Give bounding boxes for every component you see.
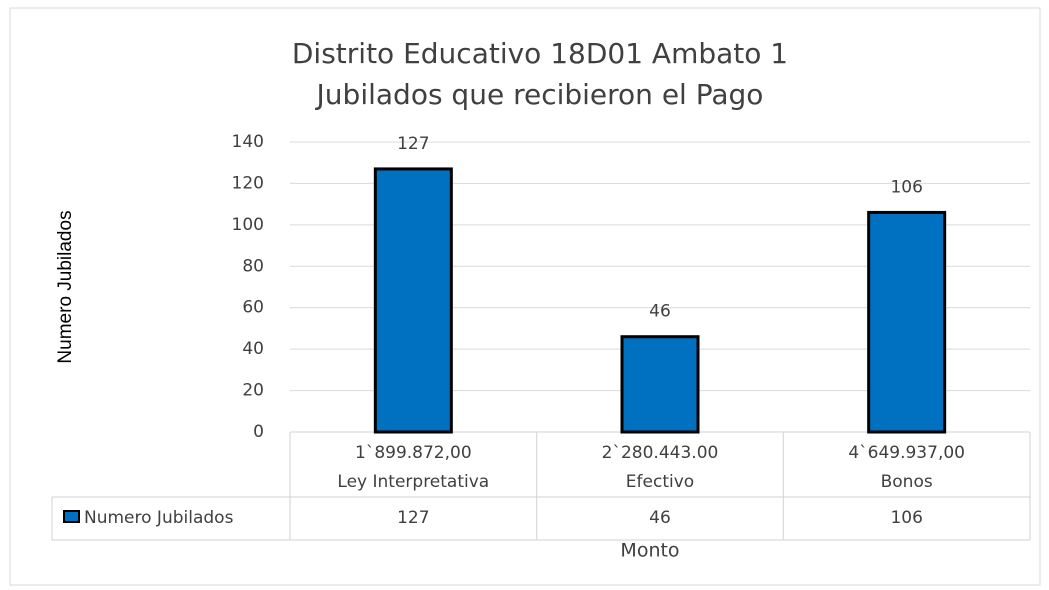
y-tick-label: 80 <box>242 256 264 276</box>
bar <box>620 335 700 434</box>
y-tick-label: 40 <box>242 339 264 359</box>
y-tick-label: 140 <box>232 132 264 152</box>
bar <box>867 210 947 434</box>
table-value: 127 <box>397 508 429 528</box>
y-tick-label: 20 <box>242 381 264 401</box>
x-tick-label: Bonos <box>881 472 933 492</box>
data-label: 106 <box>890 177 922 197</box>
x-axis-label: Monto <box>620 540 679 562</box>
y-tick-label: 120 <box>232 173 264 193</box>
chart-title: Jubilados que recibieron el Pago <box>315 78 764 111</box>
y-tick-label: 100 <box>232 215 264 235</box>
legend-label: Numero Jubilados <box>84 508 234 528</box>
data-label: 127 <box>397 134 429 154</box>
y-tick-label: 0 <box>253 422 264 442</box>
x-tick-label: 4`649.937,00 <box>848 443 965 463</box>
x-tick-label: 2`280.443.00 <box>602 443 719 463</box>
data-label: 46 <box>649 302 671 322</box>
y-axis-label: Numero Jubilados <box>55 210 76 363</box>
table-value: 46 <box>649 508 671 528</box>
x-tick-label: 1`899.872,00 <box>355 443 472 463</box>
x-tick-label: Ley Interpretativa <box>337 472 489 492</box>
legend-key <box>63 510 80 523</box>
bar <box>373 167 453 434</box>
table-value: 106 <box>890 508 922 528</box>
y-tick-label: 60 <box>242 298 264 318</box>
chart-title: Distrito Educativo 18D01 Ambato 1 <box>292 37 788 70</box>
x-tick-label: Efectivo <box>626 472 694 492</box>
